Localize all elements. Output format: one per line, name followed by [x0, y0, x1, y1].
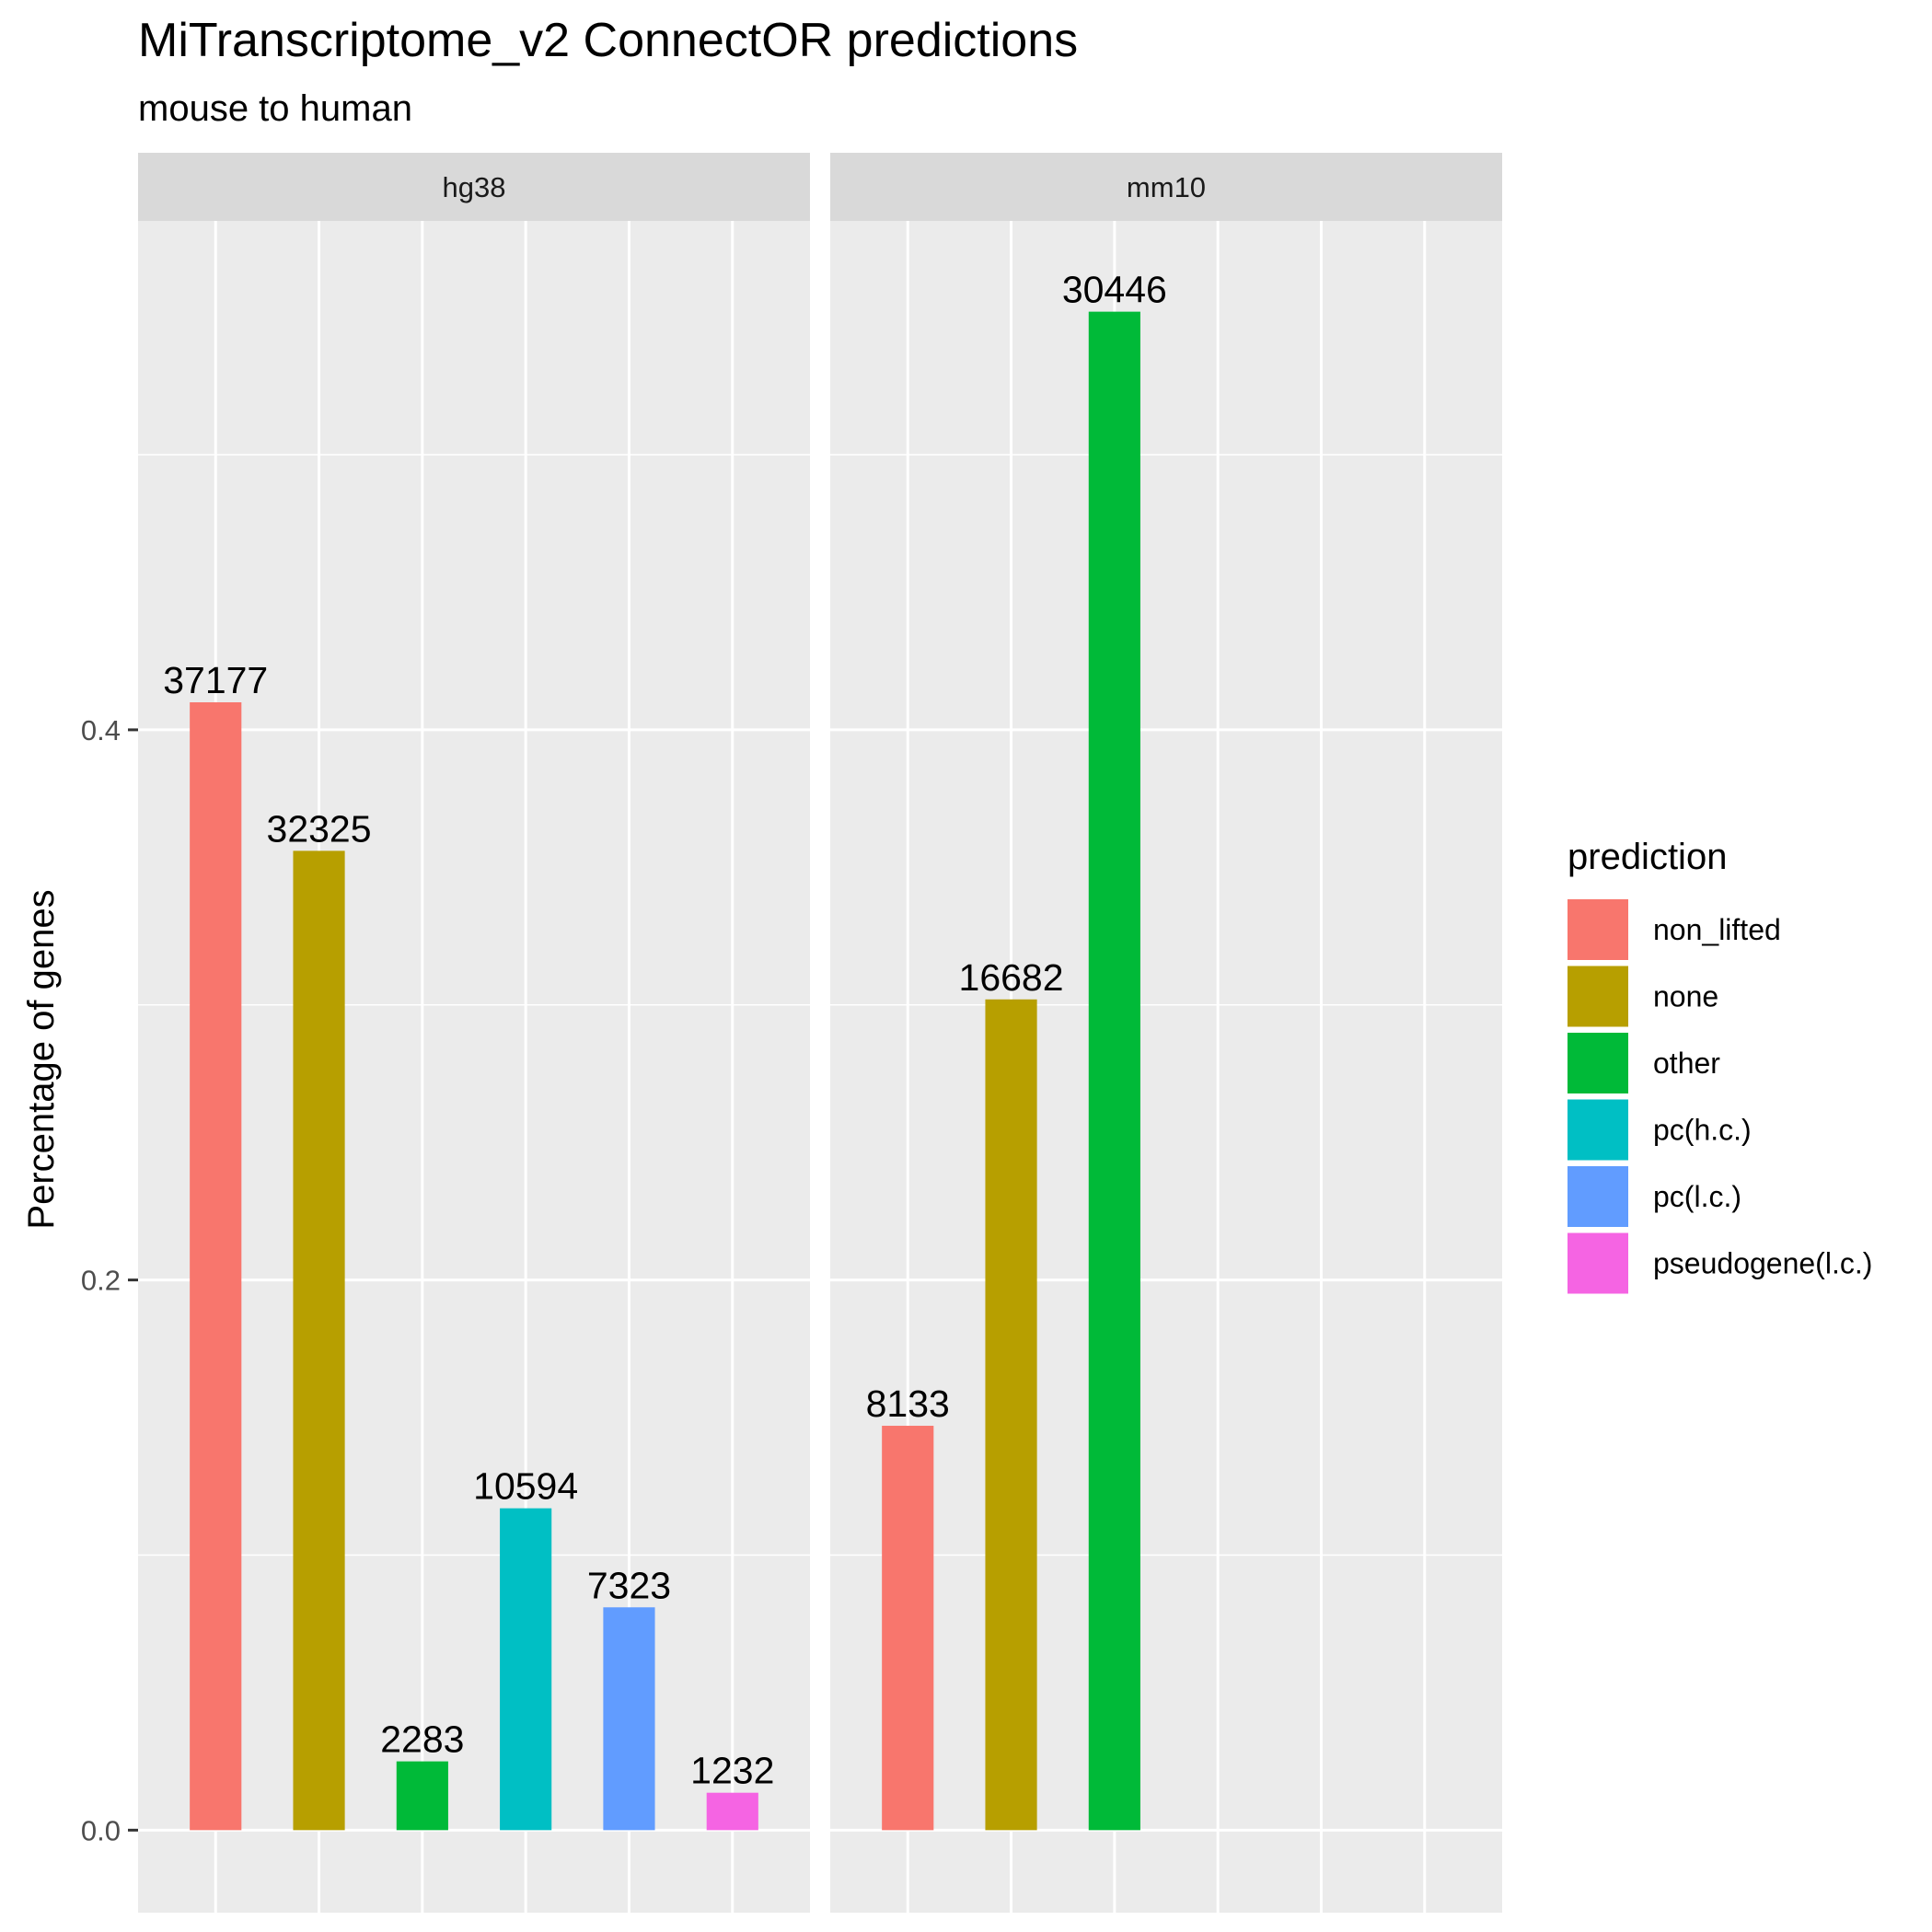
- bar-label: 10594: [473, 1465, 578, 1508]
- legend-label: non_lifted: [1653, 913, 1781, 946]
- legend-key-other: [1568, 1033, 1628, 1093]
- bar-hg38-pc(l.c.): [603, 1607, 655, 1831]
- bar-label: 8133: [866, 1382, 950, 1425]
- legend-label: none: [1653, 980, 1718, 1013]
- chart-subtitle: mouse to human: [138, 88, 412, 129]
- bar-hg38-non_lifted: [190, 702, 242, 1831]
- facet-strip: [138, 153, 810, 221]
- y-axis-title: Percentage of genes: [21, 889, 62, 1229]
- legend-key-none: [1568, 966, 1628, 1027]
- panel-background: [138, 221, 810, 1913]
- legend-key-pc(l.c.): [1568, 1166, 1628, 1227]
- y-tick-label: 0.4: [81, 714, 121, 746]
- bar-label: 30446: [1062, 269, 1167, 311]
- bar-label: 16682: [959, 956, 1064, 999]
- facet-strip-label: mm10: [1127, 171, 1206, 203]
- chart-title: MiTranscriptome_v2 ConnectOR predictions: [138, 14, 1078, 67]
- legend-label: other: [1653, 1047, 1720, 1080]
- facet-panels: hg38 37177 32325 2283 10594 7323 1232 mm10 8133 1…: [138, 153, 1502, 1913]
- legend-label: pseudogene(l.c.): [1653, 1247, 1872, 1280]
- bar-mm10-other: [1088, 311, 1140, 1831]
- bar-hg38-none: [293, 850, 345, 1831]
- bar-label: 32325: [267, 807, 372, 850]
- bar-label: 37177: [163, 659, 268, 701]
- facet-strip-label: hg38: [443, 171, 506, 203]
- legend-key-pc(h.c.): [1568, 1099, 1628, 1161]
- bar-label: 2283: [380, 1718, 464, 1761]
- facet-panel-mm10: mm10 8133 16682 30446: [830, 153, 1502, 1913]
- panel-background: [830, 221, 1502, 1913]
- y-axis: 0.0 0.2 0.4: [81, 714, 138, 1846]
- legend-key-non_lifted: [1568, 899, 1628, 960]
- bar-hg38-pseudogene(l.c.): [706, 1792, 758, 1831]
- bar-hg38-other: [396, 1761, 448, 1831]
- legend-title: prediction: [1568, 837, 1727, 877]
- bar-label: 1232: [690, 1750, 774, 1792]
- bar-mm10-non_lifted: [882, 1426, 934, 1831]
- legend-label: pc(h.c.): [1653, 1114, 1752, 1147]
- bar-mm10-none: [985, 999, 1037, 1831]
- bar-hg38-pc(h.c.): [500, 1508, 552, 1831]
- legend-key-pseudogene(l.c.): [1568, 1232, 1628, 1294]
- bar-label: 7323: [587, 1564, 671, 1606]
- facet-strip: [830, 153, 1502, 221]
- y-tick-label: 0.2: [81, 1265, 121, 1297]
- legend-label: pc(l.c.): [1653, 1180, 1741, 1213]
- facet-panel-hg38: hg38 37177 32325 2283 10594 7323 1232: [138, 153, 810, 1913]
- y-tick-label: 0.0: [81, 1814, 121, 1846]
